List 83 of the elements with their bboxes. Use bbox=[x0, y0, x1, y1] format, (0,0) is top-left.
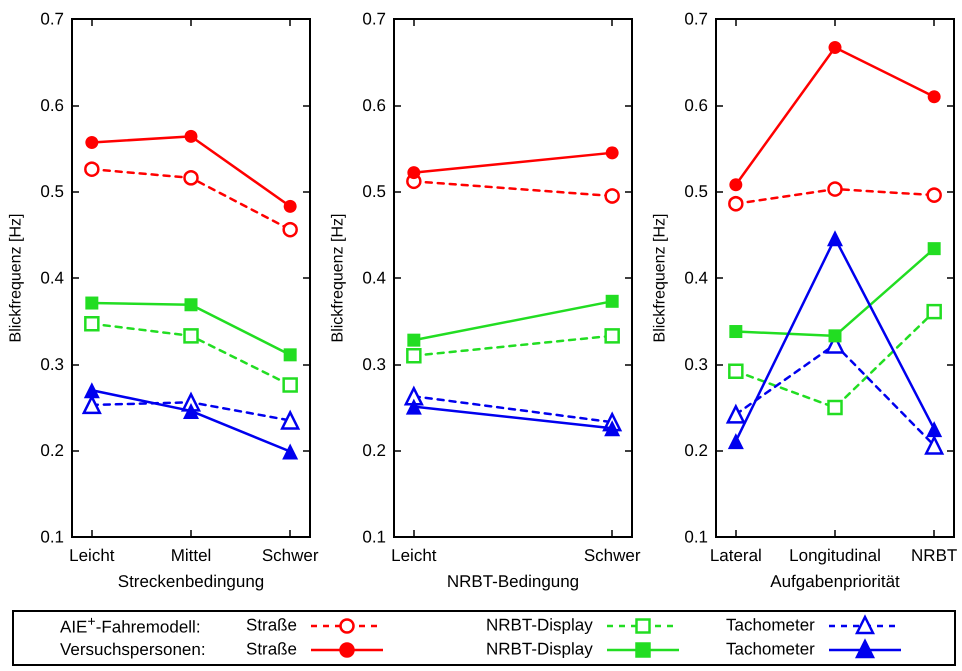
point bbox=[183, 402, 199, 419]
text: Versuchspersonen: bbox=[59, 640, 207, 660]
legend-label: NRBT-Display bbox=[486, 615, 593, 634]
x-tick-label: Lateral bbox=[710, 546, 762, 565]
x-tick-label: Schwer bbox=[262, 546, 319, 565]
point bbox=[926, 421, 942, 438]
y-tick-label: 0.7 bbox=[684, 10, 708, 28]
point bbox=[85, 296, 98, 310]
legend-label: Tachometer bbox=[726, 615, 815, 634]
y-axis-title: Blickfrequenz [Hz] bbox=[652, 214, 668, 342]
point bbox=[282, 377, 298, 393]
point bbox=[926, 304, 942, 320]
point bbox=[606, 294, 619, 308]
point bbox=[928, 90, 941, 104]
y-tick-label: 0.6 bbox=[40, 96, 64, 115]
point bbox=[184, 298, 198, 312]
y-tick-label: 0.2 bbox=[40, 441, 64, 460]
text: AIE$^{+}$-Fahremodell: bbox=[59, 614, 202, 638]
x-tick-label: Leicht bbox=[69, 546, 115, 565]
y-tick-label: 0.6 bbox=[362, 96, 386, 115]
point bbox=[282, 444, 298, 460]
point bbox=[926, 187, 942, 203]
point bbox=[728, 363, 744, 379]
point bbox=[184, 130, 198, 143]
point bbox=[183, 328, 199, 344]
point bbox=[924, 436, 944, 455]
point bbox=[284, 200, 297, 213]
y-tick-label: 0.3 bbox=[684, 354, 708, 374]
point bbox=[406, 348, 422, 364]
y-tick-label: 0.3 bbox=[40, 354, 64, 374]
y-tick-label: 0.1 bbox=[40, 528, 64, 546]
point bbox=[280, 411, 300, 430]
x-tick-label: Leicht bbox=[391, 546, 437, 565]
y-tick-label: 0.2 bbox=[684, 441, 708, 460]
y-tick-label: 0.4 bbox=[362, 268, 386, 288]
point bbox=[604, 328, 620, 344]
x-tick-label: Longitudinal bbox=[789, 546, 881, 565]
point bbox=[828, 40, 842, 54]
point bbox=[407, 166, 420, 180]
legend-label: NRBT-Display bbox=[486, 639, 593, 658]
point bbox=[282, 222, 298, 238]
point bbox=[728, 196, 744, 212]
y-tick-label: 0.2 bbox=[362, 441, 386, 460]
point bbox=[827, 181, 843, 197]
y-axis-title: Blickfrequenz [Hz] bbox=[330, 214, 346, 342]
x-tick-label: Schwer bbox=[584, 546, 641, 565]
y-tick-label: 0.4 bbox=[40, 268, 64, 288]
y-tick-label: 0.1 bbox=[362, 528, 386, 546]
x-axis-title: Streckenbedingung bbox=[118, 572, 264, 591]
point bbox=[729, 178, 742, 192]
legend-label: Tachometer bbox=[726, 639, 815, 658]
point bbox=[928, 242, 941, 256]
point bbox=[828, 329, 842, 342]
point bbox=[827, 230, 843, 246]
x-axis-title: Aufgabenpriorität bbox=[770, 572, 900, 591]
legend-label: Straße bbox=[246, 615, 298, 634]
point bbox=[85, 136, 98, 149]
point bbox=[728, 433, 744, 450]
point bbox=[726, 405, 746, 424]
point bbox=[183, 170, 199, 186]
point bbox=[827, 400, 843, 416]
point bbox=[84, 316, 100, 332]
y-tick-label: 0.6 bbox=[684, 96, 708, 115]
x-tick-label: Mittel bbox=[170, 546, 212, 565]
y-axis-title: Blickfrequenz [Hz] bbox=[8, 214, 24, 342]
point bbox=[84, 382, 100, 398]
y-tick-label: 0.4 bbox=[684, 268, 708, 288]
legend-label: Straße bbox=[246, 639, 298, 658]
point bbox=[407, 334, 420, 347]
y-tick-label: 0.5 bbox=[362, 182, 386, 202]
y-tick-label: 0.7 bbox=[40, 10, 64, 28]
point bbox=[284, 348, 297, 362]
point bbox=[606, 146, 619, 160]
y-tick-label: 0.5 bbox=[684, 182, 708, 202]
x-axis-title: NRBT-Bedingung bbox=[446, 572, 580, 591]
y-tick-label: 0.5 bbox=[40, 182, 64, 202]
y-tick-label: 0.3 bbox=[362, 354, 386, 374]
point bbox=[84, 161, 100, 177]
point bbox=[604, 188, 620, 204]
x-tick-label: NRBT bbox=[911, 546, 958, 565]
y-tick-label: 0.7 bbox=[362, 10, 386, 28]
point bbox=[729, 325, 742, 338]
y-tick-label: 0.1 bbox=[684, 528, 708, 546]
